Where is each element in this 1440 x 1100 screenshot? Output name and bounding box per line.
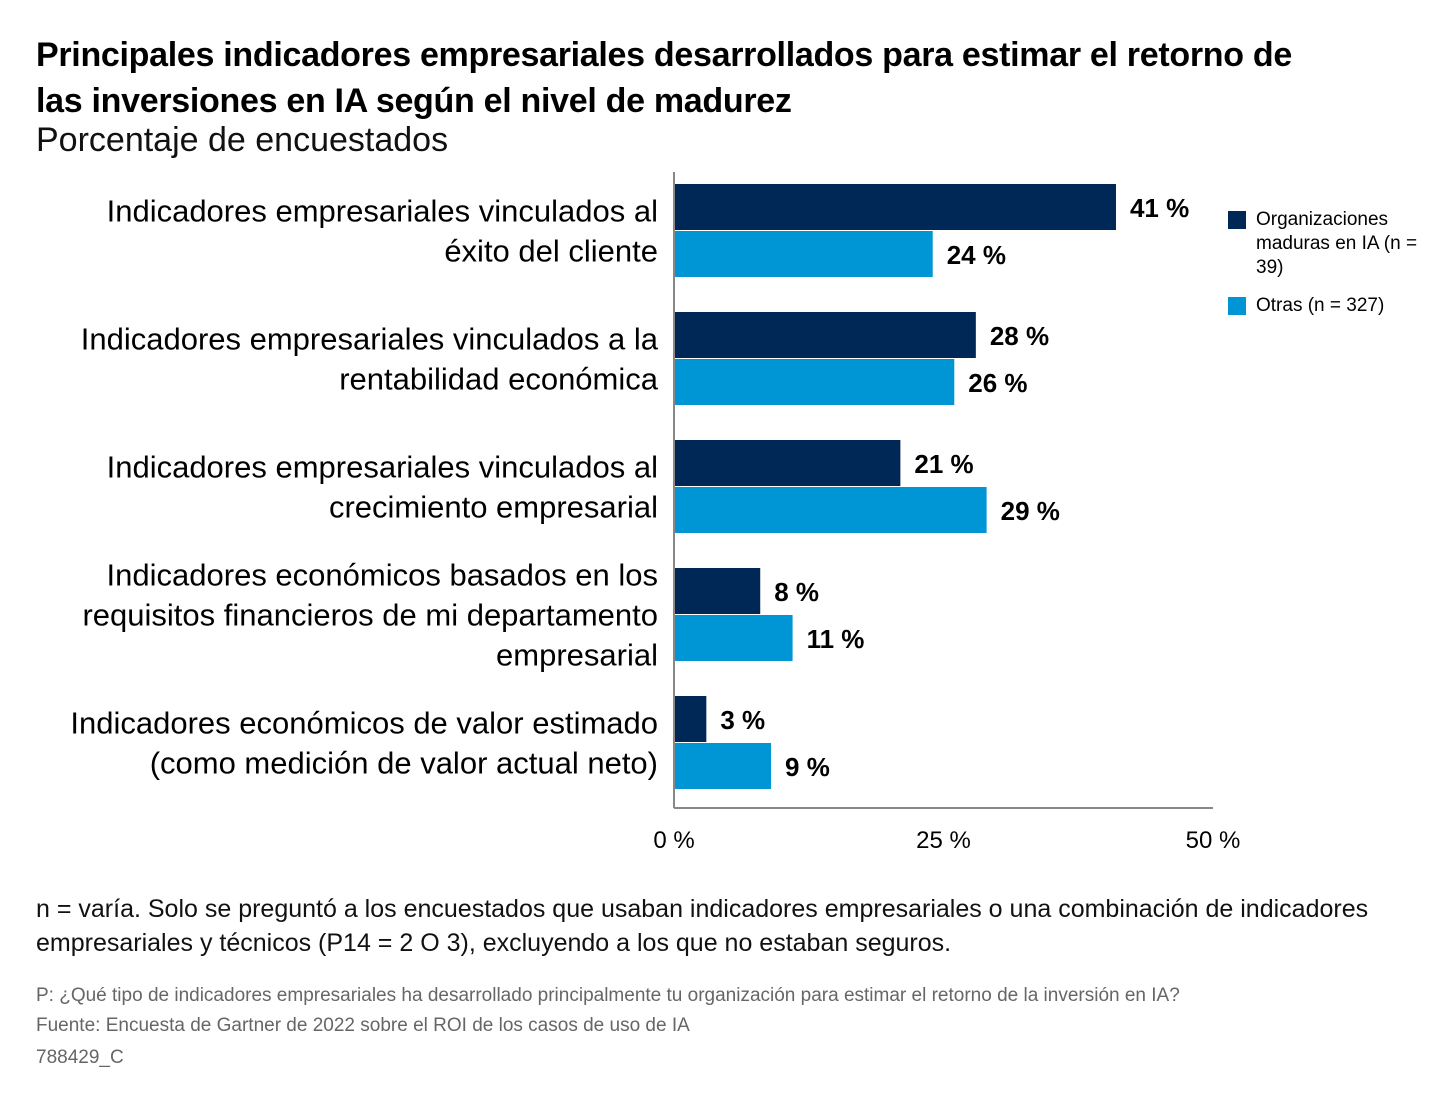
legend: Organizaciones maduras en IA (n = 39) Ot…: [1228, 208, 1428, 332]
legend-label-mature: Organizaciones maduras en IA (n = 39): [1256, 209, 1418, 278]
category-label: (como medición de valor actual neto): [150, 746, 658, 781]
data-label: 11 %: [807, 624, 865, 654]
x-tick-label: 50 %: [1186, 827, 1241, 854]
x-tick-label: 25 %: [916, 827, 971, 854]
category-label: requisitos financieros de mi departament…: [82, 598, 658, 633]
data-label: 41 %: [1130, 193, 1189, 223]
category-label: Indicadores empresariales vinculados al: [107, 194, 658, 229]
category-label: Indicadores empresariales vinculados a l…: [81, 322, 659, 357]
category-label: rentabilidad económica: [339, 362, 659, 397]
footnote-sample: n = varía. Solo se preguntó a los encues…: [36, 895, 1369, 957]
category-label: Indicadores económicos de valor estimado: [70, 706, 658, 741]
legend-item-mature: Organizaciones maduras en IA (n = 39): [1228, 208, 1428, 280]
bar-others: [674, 615, 793, 661]
bar-mature: [674, 696, 707, 742]
data-label: 29 %: [1001, 496, 1060, 526]
legend-label-others: Otras (n = 327): [1256, 295, 1385, 316]
bar-others: [674, 231, 933, 277]
category-label: crecimiento empresarial: [329, 490, 658, 525]
bar-chart: 41 % 24 % Indicadores empresariales vincul…: [70, 172, 1241, 854]
category-label: Indicadores económicos basados en los: [107, 558, 658, 593]
category-label: Indicadores empresariales vinculados al: [107, 450, 658, 485]
data-label: 24 %: [947, 240, 1006, 270]
bar-mature: [674, 312, 976, 358]
bar-others: [674, 743, 772, 789]
footnote-source: Fuente: Encuesta de Gartner de 2022 sobr…: [36, 1015, 690, 1036]
category-label: empresarial: [496, 638, 658, 673]
legend-swatch-others: [1228, 297, 1246, 315]
bar-mature: [674, 440, 901, 486]
chart-subtitle: Porcentaje de encuestados: [36, 121, 449, 159]
data-label: 3 %: [720, 705, 765, 735]
bar-mature: [674, 184, 1116, 230]
data-label: 28 %: [990, 321, 1049, 351]
bar-others: [674, 487, 987, 533]
bar-mature: [674, 568, 761, 614]
data-label: 26 %: [968, 368, 1027, 398]
chart-title: Principales indicadores empresariales de…: [36, 36, 1292, 120]
bar-others: [674, 359, 955, 405]
legend-item-others: Otras (n = 327): [1228, 294, 1428, 318]
footnote-id: 788429_C: [36, 1047, 124, 1068]
data-label: 21 %: [914, 449, 973, 479]
legend-swatch-mature: [1228, 211, 1246, 229]
category-label: éxito del cliente: [444, 234, 658, 269]
footnote-question: P: ¿Qué tipo de indicadores empresariale…: [36, 985, 1180, 1006]
data-label: 9 %: [785, 752, 830, 782]
data-label: 8 %: [774, 577, 819, 607]
x-tick-label: 0 %: [653, 827, 694, 854]
